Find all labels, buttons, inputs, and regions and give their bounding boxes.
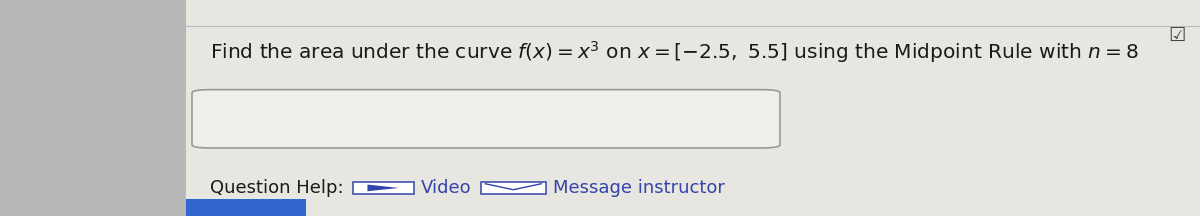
Text: ☑: ☑ [1168,26,1186,45]
Polygon shape [367,185,398,191]
FancyBboxPatch shape [480,181,546,194]
FancyBboxPatch shape [192,90,780,148]
FancyBboxPatch shape [353,181,414,194]
Text: Question Help:: Question Help: [210,179,343,197]
Text: Find the area under the curve $f(x) = x^3$ on $x = [-2.5,\ 5.5]$ using the Midpo: Find the area under the curve $f(x) = x^… [210,39,1139,65]
Bar [186,199,306,216]
Bar [0,0,186,216]
Text: Message instructor: Message instructor [553,179,725,197]
Text: Video: Video [421,179,472,197]
